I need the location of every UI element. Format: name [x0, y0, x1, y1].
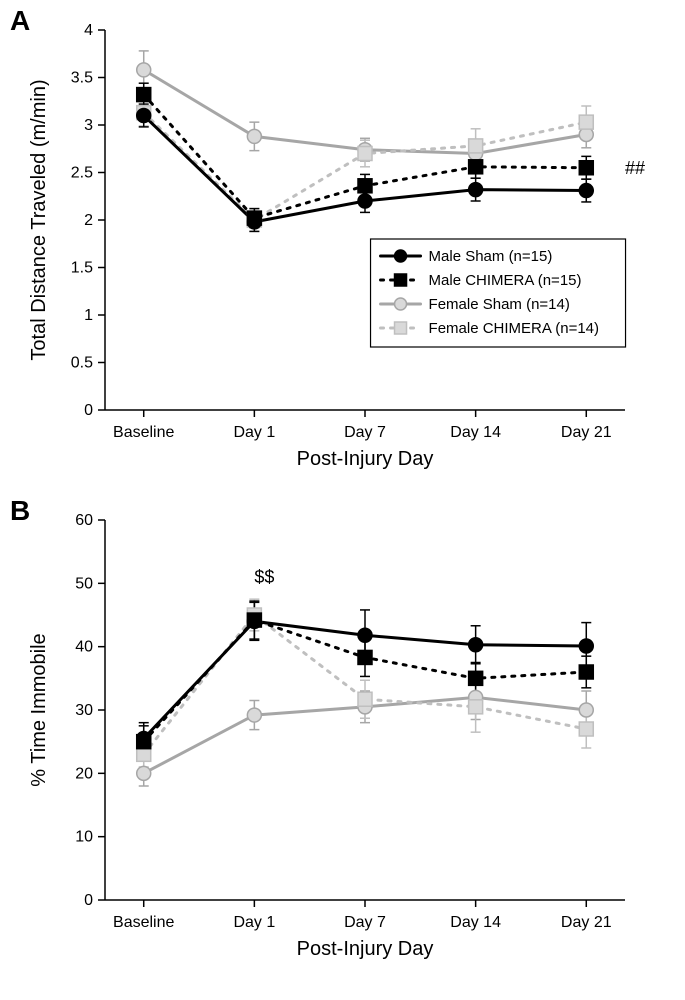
svg-text:Female CHIMERA (n=14): Female CHIMERA (n=14): [429, 320, 599, 337]
svg-text:Day 7: Day 7: [344, 914, 386, 931]
svg-text:Day 14: Day 14: [450, 914, 501, 931]
svg-text:3: 3: [84, 117, 93, 134]
svg-text:3.5: 3.5: [71, 70, 93, 87]
svg-text:##: ##: [625, 158, 645, 178]
svg-text:Total Distance Traveled (m/min: Total Distance Traveled (m/min): [28, 79, 50, 360]
svg-text:Day 21: Day 21: [561, 914, 612, 931]
svg-text:Baseline: Baseline: [113, 914, 174, 931]
svg-text:2: 2: [84, 212, 93, 229]
svg-text:4: 4: [84, 22, 93, 39]
chart-b-svg: 0 10 20 30 40 50 60 Baseline Day 1 Day 7 Day 14 Day…: [10, 500, 675, 970]
svg-text:0: 0: [84, 892, 93, 909]
svg-text:Day 1: Day 1: [233, 424, 275, 441]
svg-text:50: 50: [75, 575, 93, 592]
svg-text:Day 14: Day 14: [450, 424, 501, 441]
svg-text:Day 1: Day 1: [233, 914, 275, 931]
svg-text:Day 21: Day 21: [561, 424, 612, 441]
svg-text:% Time Immobile: % Time Immobile: [28, 633, 50, 786]
panel-a: A 00.511.522.533.54BaselineDay 1Day 7Day…: [10, 10, 675, 480]
panel-b-label: B: [10, 495, 30, 527]
svg-text:$$: $$: [254, 567, 274, 587]
svg-text:Baseline: Baseline: [113, 424, 174, 441]
svg-text:1.5: 1.5: [71, 260, 93, 277]
panel-a-label: A: [10, 5, 30, 37]
figure-container: A 00.511.522.533.54BaselineDay 1Day 7Day…: [10, 10, 675, 970]
svg-text:2.5: 2.5: [71, 165, 93, 182]
svg-text:Female Sham (n=14): Female Sham (n=14): [429, 296, 570, 313]
svg-text:Male CHIMERA (n=15): Male CHIMERA (n=15): [429, 272, 582, 289]
svg-text:10: 10: [75, 829, 93, 846]
svg-text:30: 30: [75, 702, 93, 719]
svg-text:0: 0: [84, 402, 93, 419]
svg-text:Post-Injury Day: Post-Injury Day: [297, 938, 434, 960]
svg-text:0.5: 0.5: [71, 355, 93, 372]
svg-text:60: 60: [75, 512, 93, 529]
svg-text:40: 40: [75, 639, 93, 656]
svg-text:Post-Injury Day: Post-Injury Day: [297, 448, 434, 470]
chart-a-svg: 0 0.5 1 1.5 2 2.5 3 3.5 4 Baseline Day 1 Day 7 Day 1…: [10, 10, 675, 480]
panel-b: B 0102030405060BaselineDay 1Day 7Day 14D…: [10, 500, 675, 970]
svg-text:1: 1: [84, 307, 93, 324]
svg-text:Day 7: Day 7: [344, 424, 386, 441]
svg-text:20: 20: [75, 765, 93, 782]
svg-text:Male Sham (n=15): Male Sham (n=15): [429, 248, 553, 265]
